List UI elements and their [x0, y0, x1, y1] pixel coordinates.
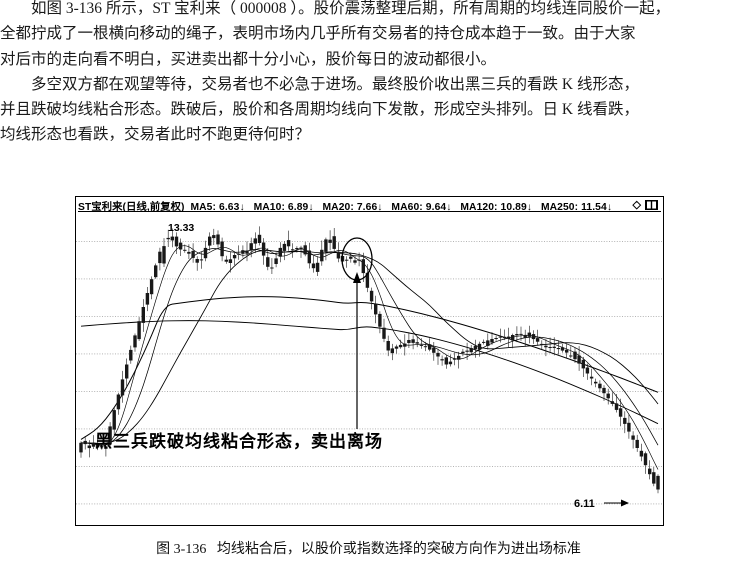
svg-text:6.11: 6.11: [574, 498, 595, 510]
svg-text:13.33: 13.33: [168, 222, 194, 234]
